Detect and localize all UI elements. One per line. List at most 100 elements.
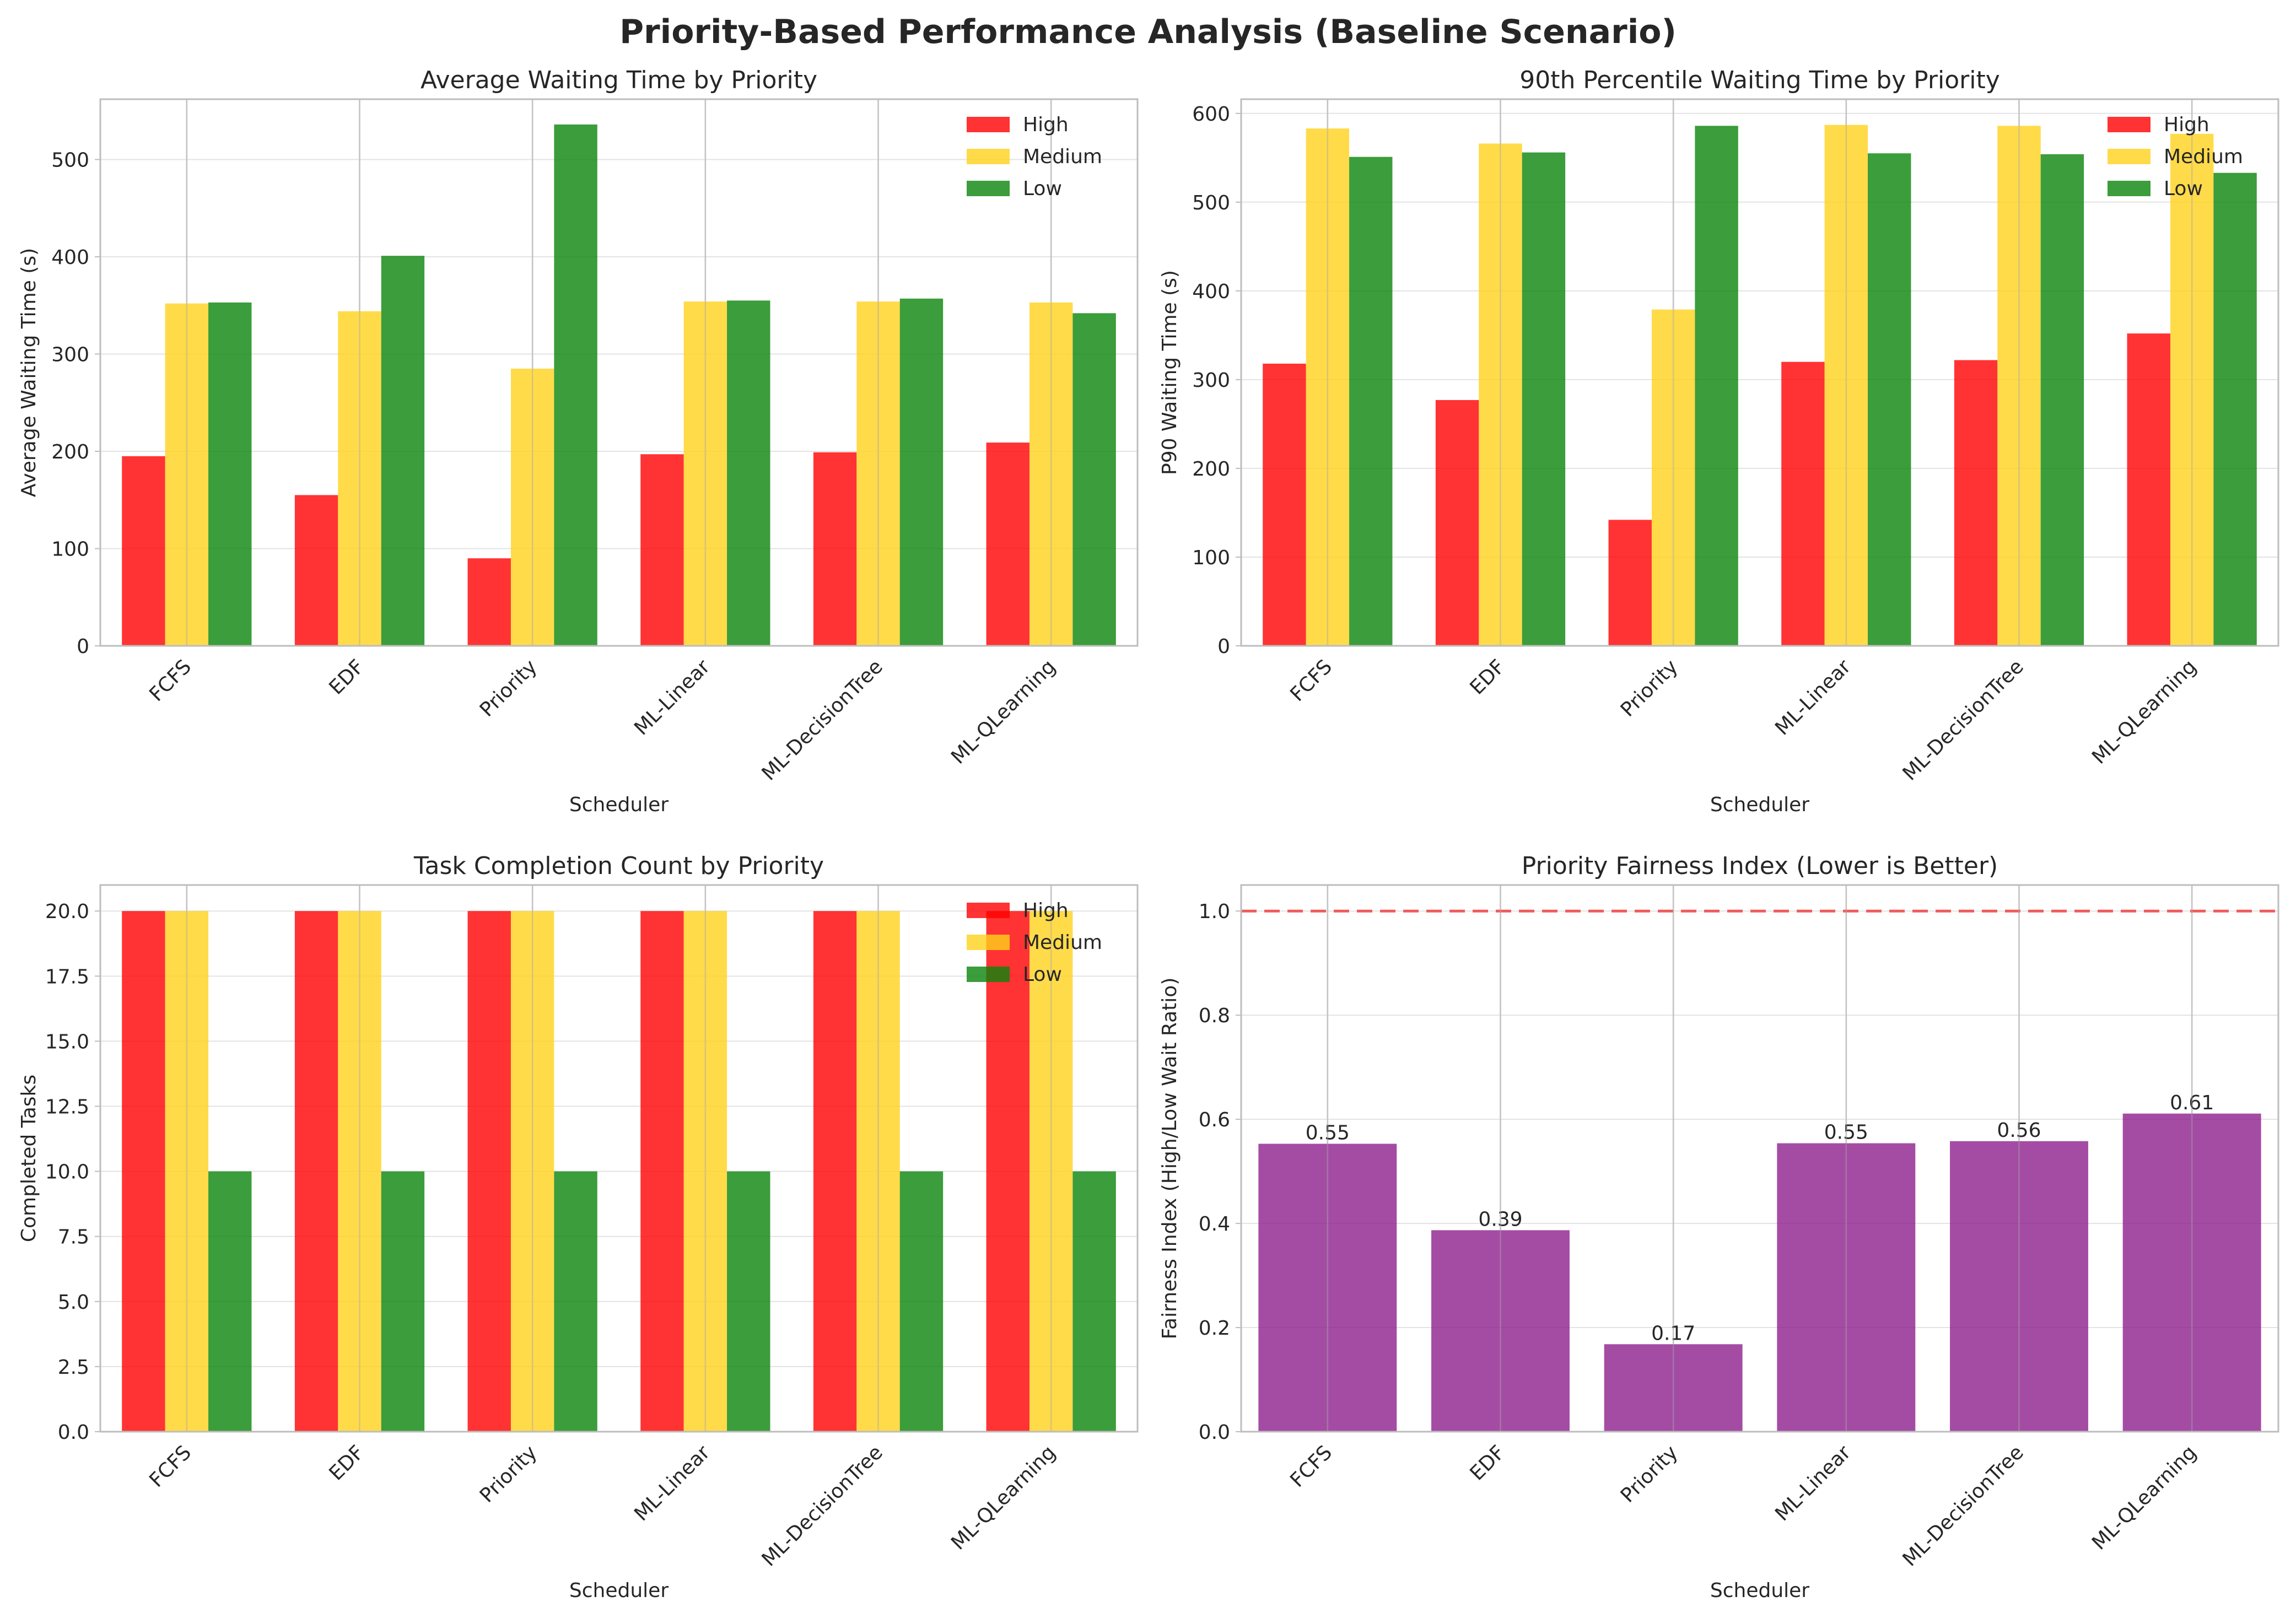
chart-title: Task Completion Count by Priority [413, 852, 824, 880]
bar-low [727, 300, 770, 646]
bar-medium [2170, 133, 2214, 646]
y-tick-label: 300 [51, 343, 89, 366]
bar-low [2040, 154, 2084, 646]
y-tick-label: 200 [51, 441, 89, 463]
bar-low [1072, 313, 1116, 646]
bar-fairness [2122, 1113, 2261, 1432]
legend: High Medium Low [2108, 114, 2243, 200]
bars [122, 911, 1116, 1432]
y-tick-label: 0 [77, 635, 89, 658]
bar-high [813, 452, 857, 646]
legend-swatch-high [967, 117, 1010, 132]
bars [1263, 125, 2257, 646]
bars [122, 124, 1116, 646]
bar-low [554, 1171, 597, 1432]
y-axis-label: Fairness Index (High/Low Wait Ratio) [1158, 978, 1181, 1340]
bar-high [640, 911, 684, 1432]
x-axis-label: Scheduler [1710, 794, 1809, 816]
y-tick-label: 5.0 [58, 1291, 89, 1314]
bar-medium [683, 301, 727, 646]
y-tick-label: 20.0 [45, 900, 89, 923]
axes-frame [1240, 98, 2279, 647]
bar-medium [1651, 309, 1695, 646]
bar-medium [510, 911, 554, 1432]
bar-medium [1997, 126, 2041, 646]
y-tick-label: 600 [1192, 103, 1230, 126]
chart-fair: 0.55 0.39 0.17 0.55 0.56 0.61 0.0 0.2 0.4 0.6 0.8 1… [1158, 852, 2279, 1602]
bar-high [1954, 360, 1998, 646]
bar-low [554, 124, 597, 646]
bar-high [640, 454, 684, 646]
bar-medium [165, 303, 209, 646]
y-tick-label: 500 [51, 149, 89, 171]
y-tick-label: 0.2 [1199, 1317, 1230, 1340]
legend-label-medium: Medium [1023, 145, 1102, 168]
y-tick-label: 15.0 [45, 1030, 89, 1053]
bar-medium [338, 311, 381, 646]
x-axis-label: Scheduler [1710, 1579, 1809, 1602]
y-tick-label: 0.4 [1199, 1213, 1230, 1235]
bar-high [294, 911, 338, 1432]
bar-medium [1029, 302, 1073, 646]
legend-swatch-low [2108, 181, 2151, 196]
bar-low [208, 1171, 252, 1432]
bar-low [1522, 152, 1566, 646]
legend-label-medium: Medium [1023, 931, 1102, 954]
data-label: 0.56 [1997, 1119, 2041, 1142]
y-tick-label: 200 [1192, 458, 1230, 481]
bar-high [1263, 363, 1306, 646]
y-tick-label: 0.6 [1199, 1109, 1230, 1131]
legend-swatch-low [967, 967, 1010, 982]
bar-fairness [1258, 1143, 1397, 1432]
legend-swatch-high [2108, 117, 2151, 132]
bar-high [1435, 400, 1479, 646]
bar-fairness [1604, 1344, 1743, 1432]
bar-low [1695, 126, 1738, 646]
data-label: 0.39 [1478, 1208, 1522, 1231]
y-tick-label: 0.8 [1199, 1005, 1230, 1027]
y-tick-label: 2.5 [58, 1356, 89, 1379]
bar-low [1349, 157, 1393, 646]
bars [1258, 1113, 2261, 1432]
bar-medium [1029, 911, 1073, 1432]
y-axis-label: Completed Tasks [18, 1075, 40, 1242]
y-tick-label: 1.0 [1199, 900, 1230, 923]
legend-label-high: High [2164, 114, 2209, 136]
bar-medium [1306, 128, 1350, 646]
chart-title: 90th Percentile Waiting Time by Priority [1519, 66, 2000, 94]
legend: High Medium Low [967, 114, 1102, 200]
figure-title: Priority-Based Performance Analysis (Bas… [619, 13, 1677, 51]
legend: High Medium Low [967, 899, 1102, 986]
y-tick-label: 400 [1192, 280, 1230, 303]
bar-medium [856, 911, 900, 1432]
y-tick-label: 0.0 [1199, 1421, 1230, 1444]
bar-medium [1479, 143, 1522, 646]
legend-swatch-high [967, 903, 1010, 918]
y-tick-label: 0.0 [58, 1421, 89, 1444]
y-tick-label: 100 [1192, 547, 1230, 569]
bar-high [986, 443, 1030, 646]
legend-label-low: Low [1023, 963, 1062, 986]
legend-label-medium: Medium [2164, 145, 2243, 168]
y-tick-label: 17.5 [45, 965, 89, 988]
bar-low [2213, 172, 2257, 646]
bar-high [122, 456, 165, 646]
legend-swatch-medium [967, 935, 1010, 950]
data-label: 0.55 [1306, 1122, 1350, 1145]
y-axis-label: Average Waiting Time (s) [18, 248, 40, 497]
bar-high [467, 558, 511, 646]
chart-title: Average Waiting Time by Priority [421, 66, 817, 94]
bar-high [122, 911, 165, 1432]
y-tick-label: 7.5 [58, 1226, 89, 1249]
data-label: 0.17 [1651, 1322, 1695, 1345]
y-tick-label: 100 [51, 538, 89, 560]
y-tick-label: 400 [51, 246, 89, 269]
y-tick-label: 0 [1217, 635, 1230, 658]
bar-fairness [1777, 1143, 1916, 1432]
legend-swatch-medium [967, 149, 1010, 164]
bar-low [727, 1171, 770, 1432]
bar-low [899, 298, 944, 646]
y-tick-label: 500 [1192, 192, 1230, 214]
y-axis-label: P90 Waiting Time (s) [1158, 270, 1181, 475]
